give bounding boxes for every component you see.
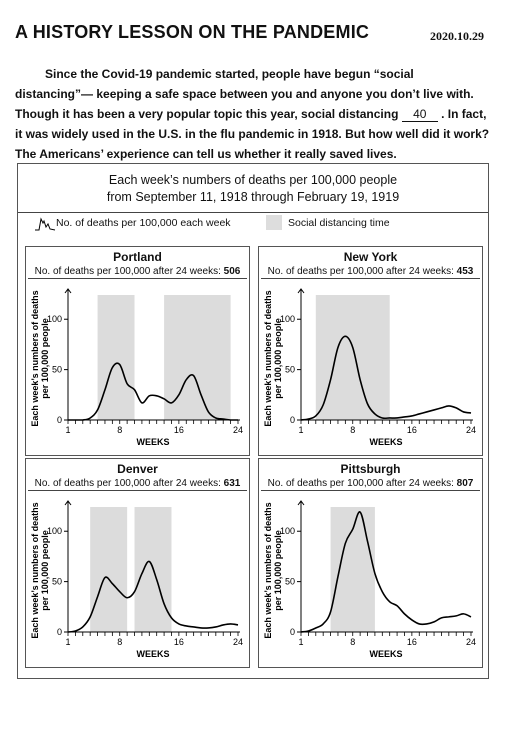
panel-subtitle: No. of deaths per 100,000 after 24 weeks… <box>26 478 249 489</box>
y-tick-label: 0 <box>290 415 295 425</box>
x-tick-label: 24 <box>233 637 243 647</box>
x-tick-label: 1 <box>298 637 303 647</box>
panel-subtitle-prefix: No. of deaths per 100,000 after 24 weeks… <box>34 266 221 277</box>
panel-subtitle-prefix: No. of deaths per 100,000 after 24 weeks… <box>267 478 454 489</box>
panel-portland: Portland No. of deaths per 100,000 after… <box>25 246 250 456</box>
y-axis-arrow-icon <box>297 500 305 506</box>
x-tick-label: 8 <box>350 637 355 647</box>
intro-text-part2: . In fact, it was widely used in the U.S… <box>15 107 490 161</box>
social-distancing-band <box>330 507 375 632</box>
social-distancing-band <box>97 295 135 420</box>
social-distancing-band <box>315 295 390 420</box>
y-tick-label: 100 <box>280 526 295 536</box>
page-title: A HISTORY LESSON ON THE PANDEMIC <box>15 22 370 42</box>
y-tick-label: 100 <box>47 314 62 324</box>
death-rate-line <box>300 335 472 421</box>
x-tick-label: 8 <box>117 637 122 647</box>
y-axis-label-line1: Each week’s numbers of deaths <box>263 502 273 638</box>
figure-title-line1: Each week’s numbers of deaths per 100,00… <box>108 173 398 187</box>
line-legend-icon <box>35 217 56 231</box>
y-tick-label: 0 <box>57 627 62 637</box>
figure-frame: Each week’s numbers of deaths per 100,00… <box>17 163 489 679</box>
panel-divider <box>261 278 480 279</box>
y-axis-label-line1: Each week’s numbers of deaths <box>30 290 40 426</box>
y-axis-label-line2: per 100,000 people <box>273 530 283 611</box>
y-axis-label-line2: per 100,000 people <box>40 318 50 399</box>
y-tick-label: 50 <box>52 577 62 587</box>
y-tick-label: 100 <box>280 314 295 324</box>
x-axis-label: WEEKS <box>136 437 169 447</box>
y-tick-label: 0 <box>290 627 295 637</box>
y-axis-label-line1: Each week’s numbers of deaths <box>30 502 40 638</box>
panel-divider <box>261 490 480 491</box>
x-tick-label: 24 <box>466 425 476 435</box>
y-axis-label-line1: Each week’s numbers of deaths <box>263 290 273 426</box>
intro-text-part1: Since the Covid-19 pandemic started, peo… <box>15 67 474 121</box>
x-tick-label: 8 <box>117 425 122 435</box>
x-tick-label: 24 <box>466 637 476 647</box>
y-axis-arrow-icon <box>297 288 305 294</box>
answer-blank[interactable]: 40 <box>401 107 438 122</box>
y-axis-arrow-icon <box>64 500 72 506</box>
x-tick-label: 16 <box>407 425 417 435</box>
legend-line-label: No. of deaths per 100,000 each week <box>56 217 231 229</box>
panel-total: 506 <box>223 266 241 277</box>
figure-title: Each week’s numbers of deaths per 100,00… <box>18 172 488 206</box>
y-tick-label: 50 <box>285 365 295 375</box>
x-tick-label: 1 <box>65 425 70 435</box>
chart-pittsburgh: 0 50 100 1 8 16 24 WEEKS Each week’s numbers of … <box>263 500 476 659</box>
panel-city-name: New York <box>343 250 398 264</box>
y-axis-label-line2: per 100,000 people <box>40 530 50 611</box>
x-tick-label: 8 <box>350 425 355 435</box>
panel-divider <box>28 490 247 491</box>
figure-title-line2: from September 11, 1918 through February… <box>106 190 400 204</box>
x-axis-label: WEEKS <box>369 649 402 659</box>
panel-subtitle-prefix: No. of deaths per 100,000 after 24 weeks… <box>267 266 454 277</box>
x-tick-label: 16 <box>407 637 417 647</box>
panel-total: 453 <box>456 266 474 277</box>
y-tick-label: 100 <box>47 526 62 536</box>
panel-total: 807 <box>456 478 474 489</box>
death-rate-line <box>67 362 238 421</box>
legend: No. of deaths per 100,000 each week Soci… <box>18 212 488 233</box>
death-rate-line <box>300 511 472 633</box>
x-tick-label: 16 <box>174 425 184 435</box>
chart-denver: 0 50 100 1 8 16 24 WEEKS Each week’s numbers of … <box>30 500 243 659</box>
y-tick-label: 50 <box>285 577 295 587</box>
date-stamp: 2020.10.29 <box>430 29 484 43</box>
death-rate-line <box>67 560 239 633</box>
shade-legend-swatch <box>266 215 282 230</box>
panel-subtitle-prefix: No. of deaths per 100,000 after 24 weeks… <box>34 478 221 489</box>
panel-total: 631 <box>223 478 241 489</box>
y-tick-label: 0 <box>57 415 62 425</box>
y-axis-arrow-icon <box>64 288 72 294</box>
x-tick-label: 1 <box>65 637 70 647</box>
chart-new-york: 0 50 100 1 8 16 24 WEEKS Each week’s numbers of … <box>263 288 476 447</box>
panel-new-york: New York No. of deaths per 100,000 after… <box>258 246 483 456</box>
panel-city-name: Pittsburgh <box>340 462 401 476</box>
social-distancing-band <box>90 507 128 632</box>
panel-city-name: Portland <box>113 250 162 264</box>
x-tick-label: 16 <box>174 637 184 647</box>
panel-subtitle: No. of deaths per 100,000 after 24 weeks… <box>26 266 249 277</box>
panel-denver: Denver No. of deaths per 100,000 after 2… <box>25 458 250 668</box>
y-axis-label-line2: per 100,000 people <box>273 318 283 399</box>
chart-portland: 0 50 100 1 8 16 24 WEEKS Each week’s numbers of … <box>30 288 243 447</box>
panel-pittsburgh: Pittsburgh No. of deaths per 100,000 aft… <box>258 458 483 668</box>
legend-shade-label: Social distancing time <box>288 217 390 229</box>
x-axis-label: WEEKS <box>369 437 402 447</box>
x-axis-label: WEEKS <box>136 649 169 659</box>
x-tick-label: 24 <box>233 425 243 435</box>
panel-subtitle: No. of deaths per 100,000 after 24 weeks… <box>259 478 482 489</box>
panel-divider <box>28 278 247 279</box>
y-tick-label: 50 <box>52 365 62 375</box>
intro-paragraph: Since the Covid-19 pandemic started, peo… <box>15 64 495 164</box>
x-tick-label: 1 <box>298 425 303 435</box>
panel-subtitle: No. of deaths per 100,000 after 24 weeks… <box>259 266 482 277</box>
panel-city-name: Denver <box>117 462 158 476</box>
